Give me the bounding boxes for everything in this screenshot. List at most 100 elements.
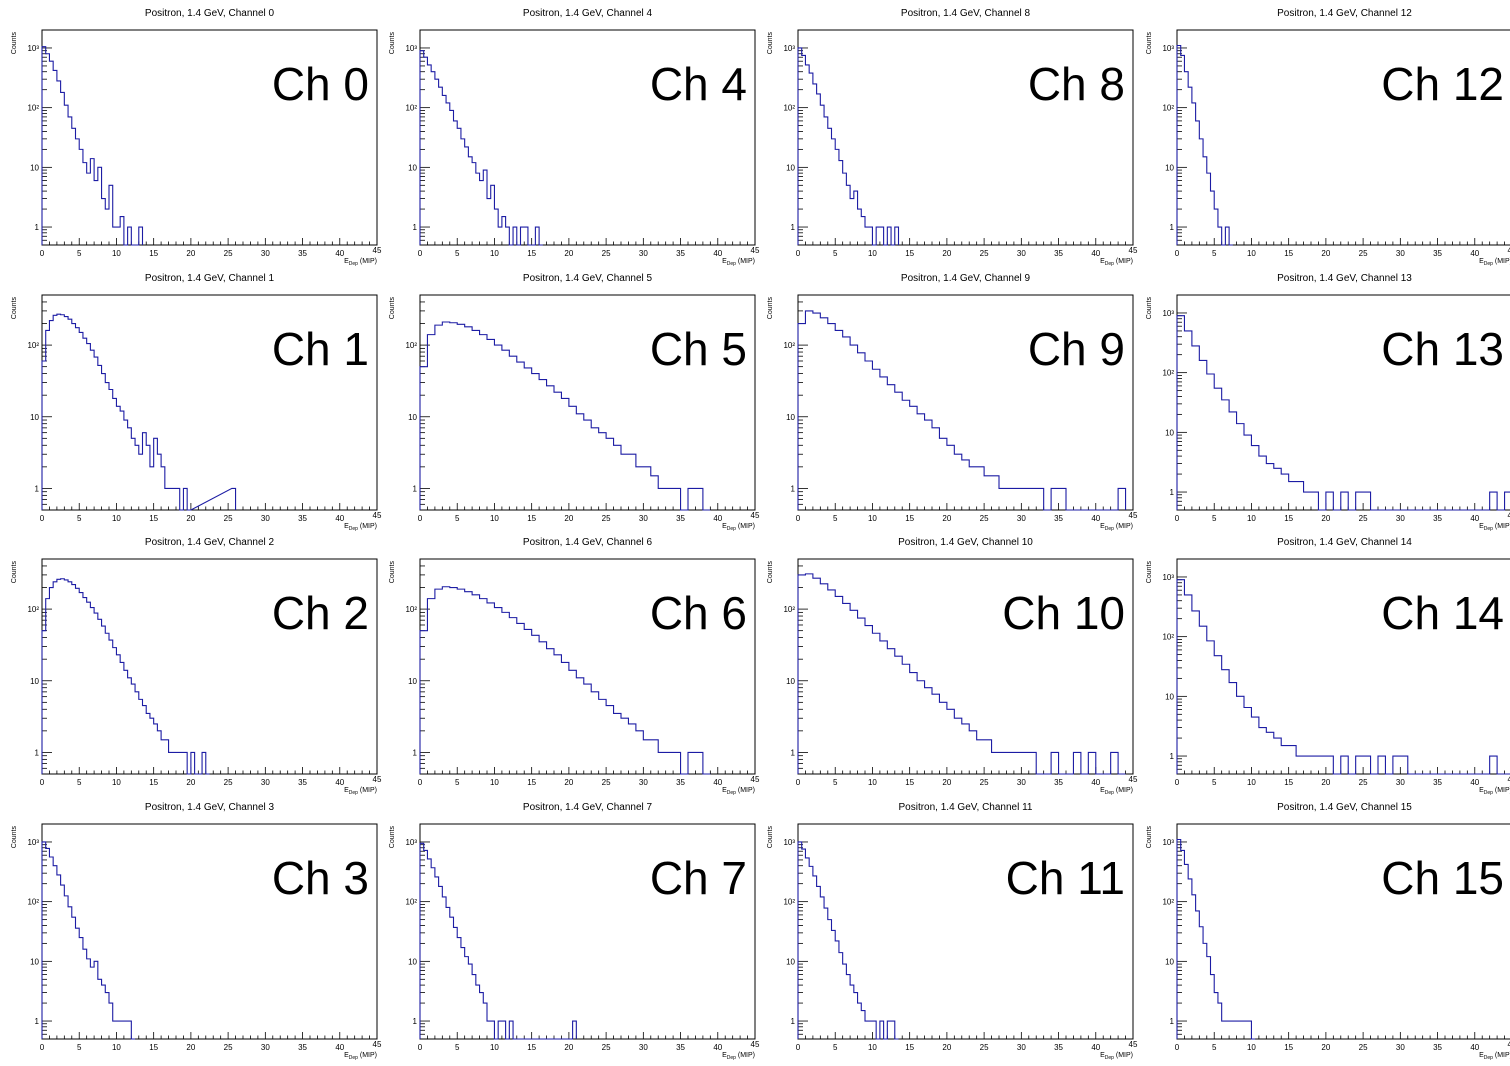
y-tick-label: 1 (791, 1017, 796, 1026)
y-tick-label: 10² (1162, 104, 1174, 113)
x-axis-label: EDep (MIP) (1479, 787, 1510, 796)
x-axis-label: EDep (MIP) (722, 1052, 755, 1061)
x-tick-label: 45 (373, 1040, 382, 1049)
x-tick-label: 25 (224, 514, 233, 523)
y-tick-label: 1 (413, 223, 418, 232)
histogram-series (1176, 579, 1510, 775)
x-tick-label: 20 (942, 778, 951, 787)
histogram-series (419, 842, 577, 1040)
channel-label: Ch 4 (650, 58, 747, 110)
x-tick-label: 10 (490, 778, 499, 787)
x-tick-label: 40 (335, 249, 344, 258)
y-tick-label: 10³ (1162, 44, 1174, 53)
x-tick-label: 30 (1396, 249, 1405, 258)
x-axis-label: EDep (MIP) (344, 787, 377, 796)
y-tick-label: 10³ (405, 838, 417, 847)
x-tick-label: 15 (149, 249, 158, 258)
x-tick-label: 35 (298, 1043, 307, 1052)
x-tick-label: 30 (261, 778, 270, 787)
x-tick-label: 45 (751, 775, 760, 784)
x-tick-label: 25 (602, 778, 611, 787)
x-tick-label: 0 (1175, 778, 1180, 787)
x-tick-label: 25 (224, 778, 233, 787)
y-axis-label: Counts (1146, 32, 1153, 55)
x-tick-label: 35 (1433, 1043, 1442, 1052)
x-tick-label: 15 (527, 1043, 536, 1052)
y-axis-label: Counts (1146, 297, 1153, 320)
panel-title: Positron, 1.4 GeV, Channel 8 (901, 8, 1031, 19)
y-tick-label: 10 (1165, 692, 1174, 701)
x-tick-label: 0 (418, 249, 423, 258)
x-tick-label: 10 (868, 778, 877, 787)
y-tick-label: 10 (786, 163, 795, 172)
x-tick-label: 40 (713, 778, 722, 787)
x-tick-label: 40 (1091, 1043, 1100, 1052)
x-tick-label: 40 (335, 514, 344, 523)
x-tick-label: 20 (942, 514, 951, 523)
x-tick-label: 45 (751, 1040, 760, 1049)
x-tick-label: 45 (373, 511, 382, 520)
x-tick-label: 20 (564, 514, 573, 523)
histogram-series (797, 310, 1127, 511)
y-tick-label: 10² (783, 104, 795, 113)
y-tick-label: 10² (1162, 633, 1174, 642)
y-tick-label: 10³ (1162, 573, 1174, 582)
x-tick-label: 30 (639, 778, 648, 787)
x-tick-label: 25 (980, 249, 989, 258)
channel-label: Ch 8 (1028, 58, 1125, 110)
x-tick-label: 40 (1470, 514, 1479, 523)
x-tick-label: 25 (602, 1043, 611, 1052)
x-tick-label: 25 (602, 514, 611, 523)
x-tick-label: 20 (186, 1043, 195, 1052)
y-tick-label: 1 (791, 484, 796, 493)
channel-label: Ch 6 (650, 587, 747, 639)
x-tick-label: 0 (1175, 514, 1180, 523)
panel-title: Positron, 1.4 GeV, Channel 3 (145, 802, 275, 813)
histogram-panel: Positron, 1.4 GeV, Channel 4 Counts 0 5 10 15… (389, 8, 760, 267)
x-tick-label: 5 (833, 778, 838, 787)
x-tick-label: 25 (980, 514, 989, 523)
x-tick-label: 10 (868, 249, 877, 258)
y-axis-label: Counts (11, 32, 18, 55)
x-tick-label: 35 (298, 514, 307, 523)
x-tick-label: 15 (905, 778, 914, 787)
y-tick-label: 10² (27, 898, 39, 907)
x-tick-label: 10 (868, 1043, 877, 1052)
x-tick-label: 30 (1396, 778, 1405, 787)
y-tick-label: 1 (1170, 1017, 1175, 1026)
x-tick-label: 35 (676, 249, 685, 258)
x-tick-label: 5 (1212, 778, 1217, 787)
panel-title: Positron, 1.4 GeV, Channel 12 (1277, 8, 1412, 19)
y-tick-label: 10³ (405, 44, 417, 53)
x-tick-label: 25 (224, 1043, 233, 1052)
x-axis-label: EDep (MIP) (722, 258, 755, 267)
x-tick-label: 25 (602, 249, 611, 258)
y-tick-label: 10³ (27, 44, 39, 53)
y-tick-label: 10 (786, 413, 795, 422)
x-tick-label: 0 (40, 249, 45, 258)
x-tick-label: 10 (1247, 249, 1256, 258)
x-tick-label: 40 (1470, 249, 1479, 258)
x-tick-label: 45 (1129, 511, 1138, 520)
x-tick-label: 45 (1129, 775, 1138, 784)
histogram-series (41, 578, 210, 775)
y-axis-label: Counts (767, 826, 774, 849)
x-tick-label: 35 (298, 778, 307, 787)
x-tick-label: 15 (905, 514, 914, 523)
x-tick-label: 25 (980, 778, 989, 787)
channel-label: Ch 10 (1002, 587, 1125, 639)
x-tick-label: 30 (261, 1043, 270, 1052)
histogram-series (419, 50, 543, 246)
panel-title: Positron, 1.4 GeV, Channel 13 (1277, 273, 1412, 284)
x-tick-label: 30 (1017, 778, 1026, 787)
histogram-panel: Positron, 1.4 GeV, Channel 8 Counts 0 5 10 15… (767, 8, 1138, 267)
x-tick-label: 15 (149, 514, 158, 523)
x-tick-label: 10 (868, 514, 877, 523)
y-axis-label: Counts (1146, 561, 1153, 584)
x-tick-label: 40 (713, 1043, 722, 1052)
histogram-panel: Positron, 1.4 GeV, Channel 12 Counts 0 5 10 1… (1146, 8, 1510, 267)
x-tick-label: 5 (455, 514, 460, 523)
x-tick-label: 35 (1054, 249, 1063, 258)
x-tick-label: 5 (833, 249, 838, 258)
